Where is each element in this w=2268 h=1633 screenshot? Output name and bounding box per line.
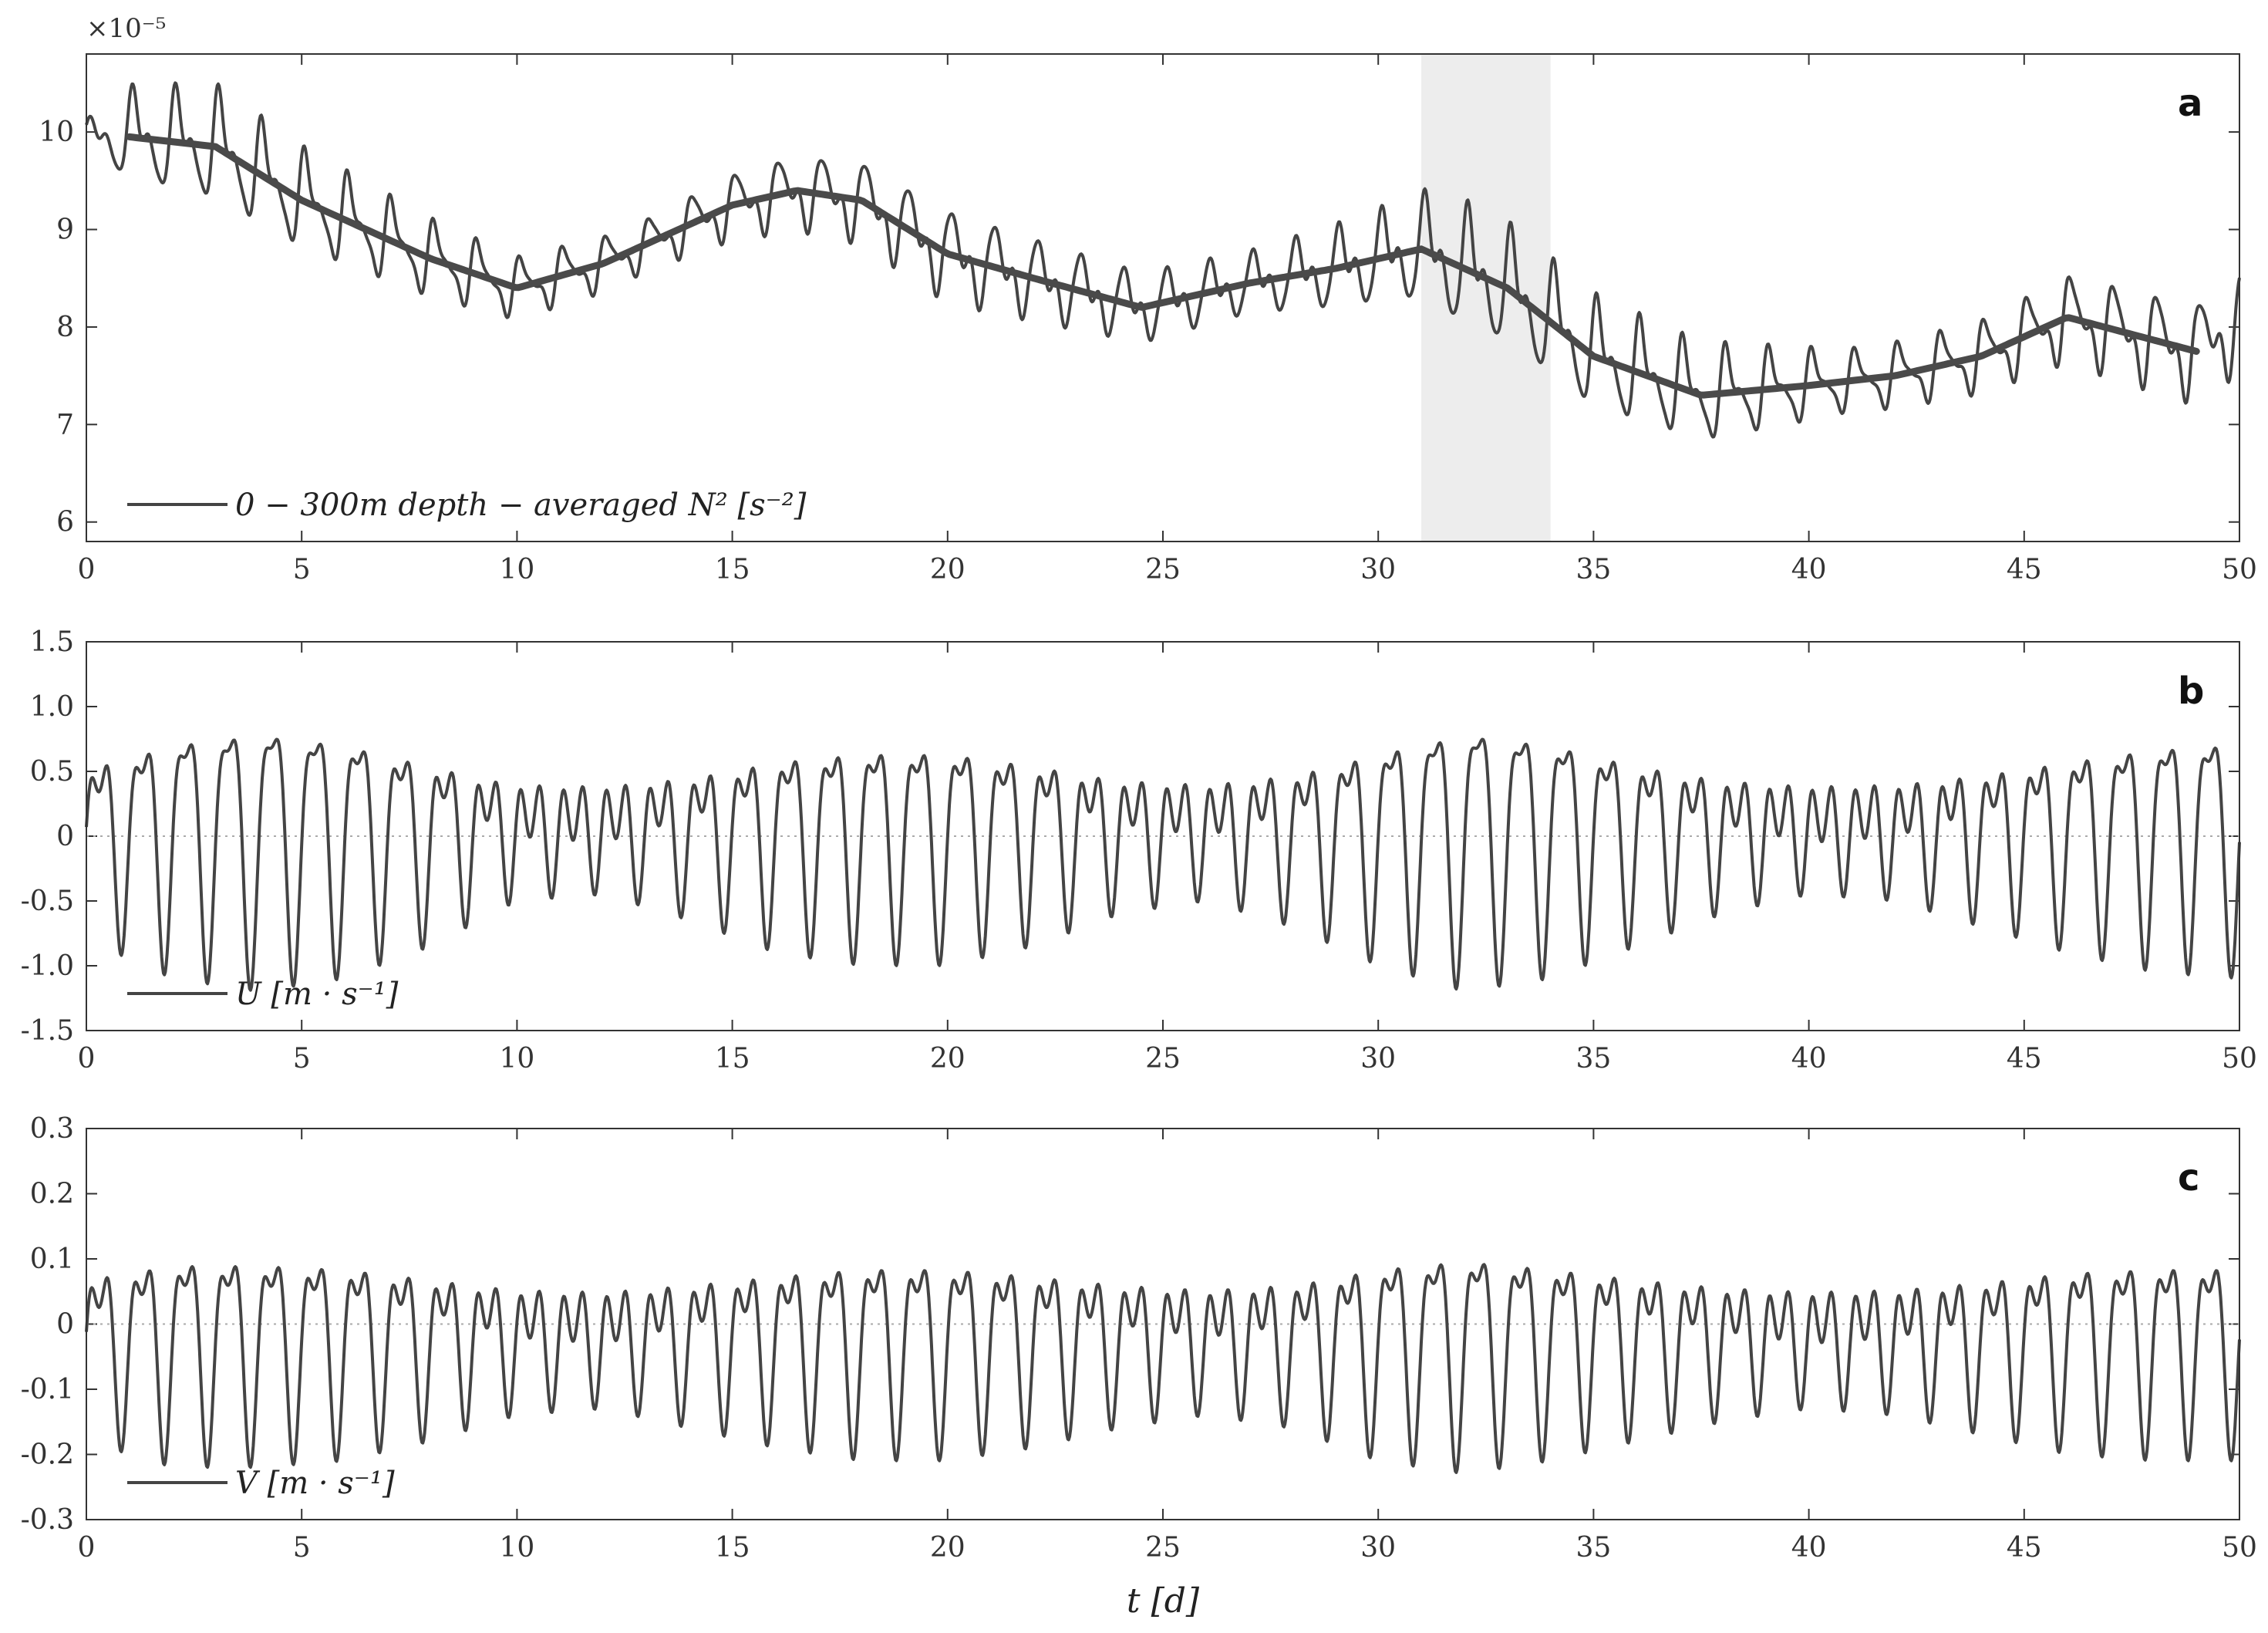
y-tick-label: 0.1 xyxy=(30,1243,74,1275)
y-tick-label: 9 xyxy=(56,214,74,246)
x-tick-label: 20 xyxy=(930,554,966,585)
x-tick-label: 45 xyxy=(2007,1043,2042,1075)
panel-c-legend-text: V [m · s⁻¹] xyxy=(235,1466,395,1501)
y-tick-label: -1.5 xyxy=(21,1015,74,1047)
x-tick-label: 50 xyxy=(2222,1532,2257,1564)
x-tick-label: 10 xyxy=(499,1043,534,1075)
y-tick-label: 1.0 xyxy=(30,691,74,723)
panel-a-ticks: 0 5 10 15 20 25 30 35 40 45 50 6 7 8 9 10 xyxy=(39,54,2257,585)
x-tick-label: 30 xyxy=(1360,1043,1396,1075)
x-tick-label: 20 xyxy=(930,1532,966,1564)
panel-c-frame xyxy=(86,1128,2240,1520)
y-tick-label: -0.3 xyxy=(21,1504,74,1536)
y-tick-label: 0.5 xyxy=(30,756,74,788)
x-tick-label: 40 xyxy=(1791,554,1827,585)
x-axis-label: t [d] xyxy=(1127,1581,1200,1621)
x-tick-label: 50 xyxy=(2222,554,2257,585)
panel-c-ticks: 0 5 10 15 20 25 30 35 40 45 50 -0.3 -0.2 -0.1 0 0.1 0.2 0… xyxy=(21,1113,2257,1564)
v-velocity-series xyxy=(85,1263,2241,1474)
y-tick-label: 0.3 xyxy=(30,1113,74,1145)
y-tick-label: 0 xyxy=(56,1309,74,1341)
x-tick-label: 10 xyxy=(499,554,534,585)
x-tick-label: 30 xyxy=(1360,1532,1396,1564)
panel-a-exponent: ×10⁻⁵ xyxy=(86,13,166,44)
highlighted-interval xyxy=(1421,54,1551,542)
x-tick-label: 0 xyxy=(78,1043,96,1075)
y-tick-label: -0.5 xyxy=(21,886,74,917)
panel-a-legend-text: 0 − 300m depth − averaged N² [s⁻²] xyxy=(235,488,807,523)
x-tick-label: 15 xyxy=(715,1043,750,1075)
x-tick-label: 15 xyxy=(715,1532,750,1564)
panel-a-n2: 0 5 10 15 20 25 30 35 40 45 50 6 7 8 9 10 ×10⁻⁵ a 0 − 3… xyxy=(39,13,2257,585)
x-tick-label: 0 xyxy=(78,554,96,585)
y-tick-label: -1.0 xyxy=(21,950,74,982)
y-tick-label: 0 xyxy=(56,821,74,852)
x-tick-label: 0 xyxy=(78,1532,96,1564)
panel-b-frame xyxy=(86,641,2240,1031)
panel-a-label: a xyxy=(2178,82,2202,125)
y-tick-label: 8 xyxy=(56,312,74,343)
panel-b-u: 0 5 10 15 20 25 30 35 40 45 50 -1.5 -1.0 -0.5 0 0.5 1.0 1… xyxy=(21,626,2257,1075)
panel-c-v: 0 5 10 15 20 25 30 35 40 45 50 -0.3 -0.2 -0.1 0 0.1 0.2 0… xyxy=(21,1113,2257,1564)
y-tick-label: 7 xyxy=(56,409,74,440)
y-tick-label: -0.1 xyxy=(21,1374,74,1405)
x-tick-label: 20 xyxy=(930,1043,966,1075)
x-tick-label: 30 xyxy=(1360,554,1396,585)
x-tick-label: 25 xyxy=(1145,1043,1181,1075)
panel-c-label: c xyxy=(2178,1156,2199,1199)
panel-b-ticks: 0 5 10 15 20 25 30 35 40 45 50 -1.5 -1.0 -0.5 0 0.5 1.0 1… xyxy=(21,626,2257,1075)
u-velocity-series xyxy=(85,737,2241,992)
y-tick-label: 10 xyxy=(39,116,74,148)
x-tick-label: 40 xyxy=(1791,1532,1827,1564)
x-tick-label: 25 xyxy=(1145,554,1181,585)
x-tick-label: 35 xyxy=(1575,1532,1611,1564)
y-tick-label: 6 xyxy=(56,507,74,538)
x-tick-label: 5 xyxy=(293,1532,311,1564)
x-tick-label: 50 xyxy=(2222,1043,2257,1075)
x-tick-label: 5 xyxy=(293,1043,311,1075)
x-tick-label: 45 xyxy=(2007,1532,2042,1564)
x-tick-label: 40 xyxy=(1791,1043,1827,1075)
panel-b-legend-text: U [m · s⁻¹] xyxy=(235,977,399,1012)
x-tick-label: 15 xyxy=(715,554,750,585)
panel-b-label: b xyxy=(2178,670,2204,713)
y-tick-label: -0.2 xyxy=(21,1439,74,1471)
y-tick-label: 1.5 xyxy=(30,626,74,658)
y-tick-label: 0.2 xyxy=(30,1179,74,1210)
x-tick-label: 5 xyxy=(293,554,311,585)
x-tick-label: 10 xyxy=(499,1532,534,1564)
panel-a-frame xyxy=(86,53,2240,542)
x-tick-label: 25 xyxy=(1145,1532,1181,1564)
x-tick-label: 45 xyxy=(2007,554,2042,585)
x-tick-label: 35 xyxy=(1575,1043,1611,1075)
n2-raw-series xyxy=(85,81,2241,439)
x-tick-label: 35 xyxy=(1575,554,1611,585)
n2-smoothed-trend xyxy=(126,133,2200,399)
